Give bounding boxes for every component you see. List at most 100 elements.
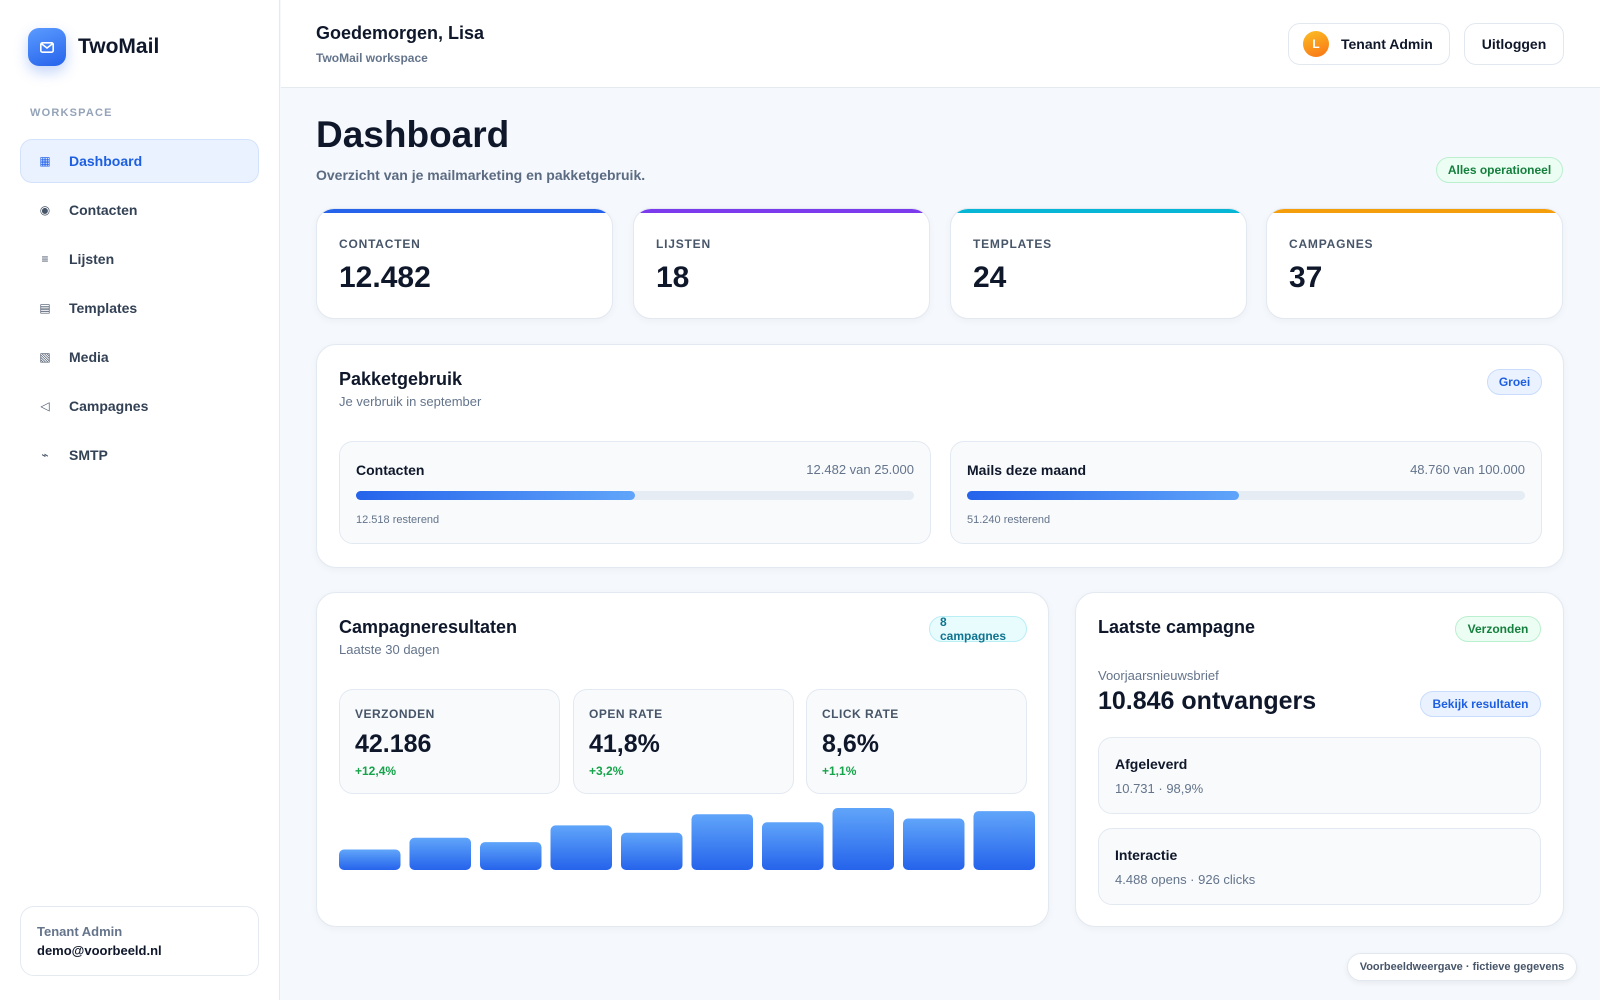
metric-label: VERZONDEN [355, 707, 435, 721]
metric-value: 42.186 [355, 730, 432, 758]
chart-bar-5 [621, 832, 683, 870]
usage-subtitle: Je verbruik in september [339, 394, 482, 409]
metric-value: 8,6% [822, 730, 879, 758]
usage-title: Pakketgebruik [339, 369, 463, 389]
logout-button[interactable]: Uitloggen [1464, 23, 1564, 65]
sidebar-item-label: Media [69, 349, 109, 365]
sidebar-item-label: Templates [69, 300, 138, 316]
sidebar-item-label: Dashboard [69, 153, 143, 169]
metric-verzonden: VERZONDEN 42.186 +12,4% [339, 689, 560, 794]
workspace-name: TwoMail workspace [316, 51, 428, 65]
sidebar-item-smtp[interactable]: ⌁ SMTP [20, 433, 259, 477]
sidebar-nav: ▦ Dashboard ◉ Contacten ≡ Lijsten ▤ Temp… [20, 139, 259, 482]
interaction-box: Interactie 4.488 opens · 926 clicks [1098, 828, 1541, 905]
usage-count: 48.760 van 100.000 [1410, 462, 1525, 477]
stat-value: 18 [656, 261, 690, 294]
page-subtitle: Overzicht van je mailmarketing en pakket… [316, 167, 646, 183]
campaign-recipients: 10.846 ontvangers [1098, 687, 1317, 715]
usage-remaining: 12.518 resterend [356, 514, 440, 526]
user-card[interactable]: Tenant Admin demo@voorbeeld.nl [20, 906, 259, 976]
stat-value: 24 [973, 261, 1007, 294]
chart-bar-9 [903, 818, 965, 870]
send-icon: ◁ [40, 399, 50, 413]
template-icon: ▤ [39, 301, 51, 315]
sidebar-item-lijsten[interactable]: ≡ Lijsten [20, 237, 259, 281]
metric-value: 41,8% [589, 730, 660, 758]
progress-track [356, 491, 914, 500]
metric-delta: +3,2% [589, 764, 624, 778]
stat-label: TEMPLATES [973, 237, 1052, 251]
chart-bar-3 [480, 842, 542, 870]
chart-bar-7 [762, 822, 824, 870]
sent-status-badge: Verzonden [1455, 616, 1541, 642]
progress-fill [356, 491, 635, 500]
usage-name: Contacten [356, 462, 425, 478]
growth-badge: Groei [1487, 369, 1542, 395]
avatar: L [1303, 31, 1329, 57]
progress-fill [967, 491, 1240, 500]
delivered-box: Afgeleverd 10.731 · 98,9% [1098, 737, 1541, 814]
progress-track [967, 491, 1525, 500]
view-results-button[interactable]: Bekijk resultaten [1420, 691, 1541, 717]
stat-label: CONTACTEN [339, 237, 421, 251]
stat-value: 37 [1289, 261, 1323, 294]
results-panel: Campagneresultaten Laatste 30 dagen 8 ca… [316, 592, 1049, 927]
media-icon: ▧ [39, 350, 51, 364]
sidebar: TwoMail WORKSPACE ▦ Dashboard ◉ Contacte… [0, 0, 280, 1000]
sidebar-item-label: Lijsten [69, 251, 115, 267]
results-bar-chart [339, 808, 1035, 870]
results-title: Campagneresultaten [339, 617, 518, 637]
stat-label: CAMPAGNES [1289, 237, 1374, 251]
user-role: Tenant Admin [37, 924, 123, 939]
metric-label: OPEN RATE [589, 707, 663, 721]
metric-click-rate: CLICK RATE 8,6% +1,1% [806, 689, 1027, 794]
latest-campaign-panel: Laatste campagne Verzonden Voorjaarsnieu… [1075, 592, 1564, 927]
tenant-label: Tenant Admin [1341, 36, 1433, 52]
interaction-title: Interactie [1115, 847, 1178, 863]
sidebar-item-media[interactable]: ▧ Media [20, 335, 259, 379]
campaign-name: Voorjaarsnieuwsbrief [1098, 668, 1219, 683]
usage-remaining: 51.240 resterend [967, 514, 1051, 526]
sidebar-item-label: SMTP [69, 447, 108, 463]
usage-count: 12.482 van 25.000 [806, 462, 914, 477]
metric-delta: +12,4% [355, 764, 397, 778]
workspace-section-label: WORKSPACE [30, 107, 113, 119]
latest-title: Laatste campagne [1098, 617, 1256, 637]
results-subtitle: Laatste 30 dagen [339, 642, 440, 657]
tenant-button[interactable]: L Tenant Admin [1288, 23, 1450, 65]
metric-label: CLICK RATE [822, 707, 899, 721]
contact-icon: ◉ [39, 203, 51, 217]
chart-bar-4 [550, 825, 612, 870]
sidebar-item-contacten[interactable]: ◉ Contacten [20, 188, 259, 232]
sidebar-item-label: Contacten [69, 202, 138, 218]
stat-label: LIJSTEN [656, 237, 711, 251]
sidebar-item-templates[interactable]: ▤ Templates [20, 286, 259, 330]
stat-value: 12.482 [339, 261, 431, 294]
chart-bar-1 [339, 849, 401, 870]
usage-mails: Mails deze maand 48.760 van 100.000 51.2… [950, 441, 1542, 544]
delivered-title: Afgeleverd [1115, 756, 1188, 772]
usage-contacts: Contacten 12.482 van 25.000 12.518 reste… [339, 441, 931, 544]
sidebar-item-dashboard[interactable]: ▦ Dashboard [20, 139, 259, 183]
smtp-icon: ⌁ [41, 448, 49, 462]
list-icon: ≡ [41, 252, 49, 266]
chart-bar-6 [691, 814, 753, 870]
grid-icon: ▦ [39, 154, 51, 168]
usage-panel: Pakketgebruik Je verbruik in september G… [316, 344, 1564, 568]
stat-card-lijsten: LIJSTEN 18 [633, 208, 930, 319]
sidebar-item-campagnes[interactable]: ◁ Campagnes [20, 384, 259, 428]
metric-open-rate: OPEN RATE 41,8% +3,2% [573, 689, 794, 794]
chart-bar-10 [973, 811, 1035, 870]
mail-icon [28, 28, 66, 66]
brand[interactable]: TwoMail [28, 28, 159, 66]
chart-bar-2 [409, 837, 471, 870]
top-header: Goedemorgen, Lisa TwoMail workspace L Te… [281, 0, 1600, 88]
demo-notice: Voorbeeldweergave · fictieve gegevens [1347, 953, 1577, 981]
usage-name: Mails deze maand [967, 462, 1087, 478]
stat-card-templates: TEMPLATES 24 [950, 208, 1247, 319]
chart-bar-8 [832, 808, 894, 870]
metric-delta: +1,1% [822, 764, 857, 778]
stat-card-campagnes: CAMPAGNES 37 [1266, 208, 1563, 319]
delivered-text: 10.731 · 98,9% [1115, 781, 1204, 796]
campaigns-count-badge: 8 campagnes [929, 615, 1027, 643]
